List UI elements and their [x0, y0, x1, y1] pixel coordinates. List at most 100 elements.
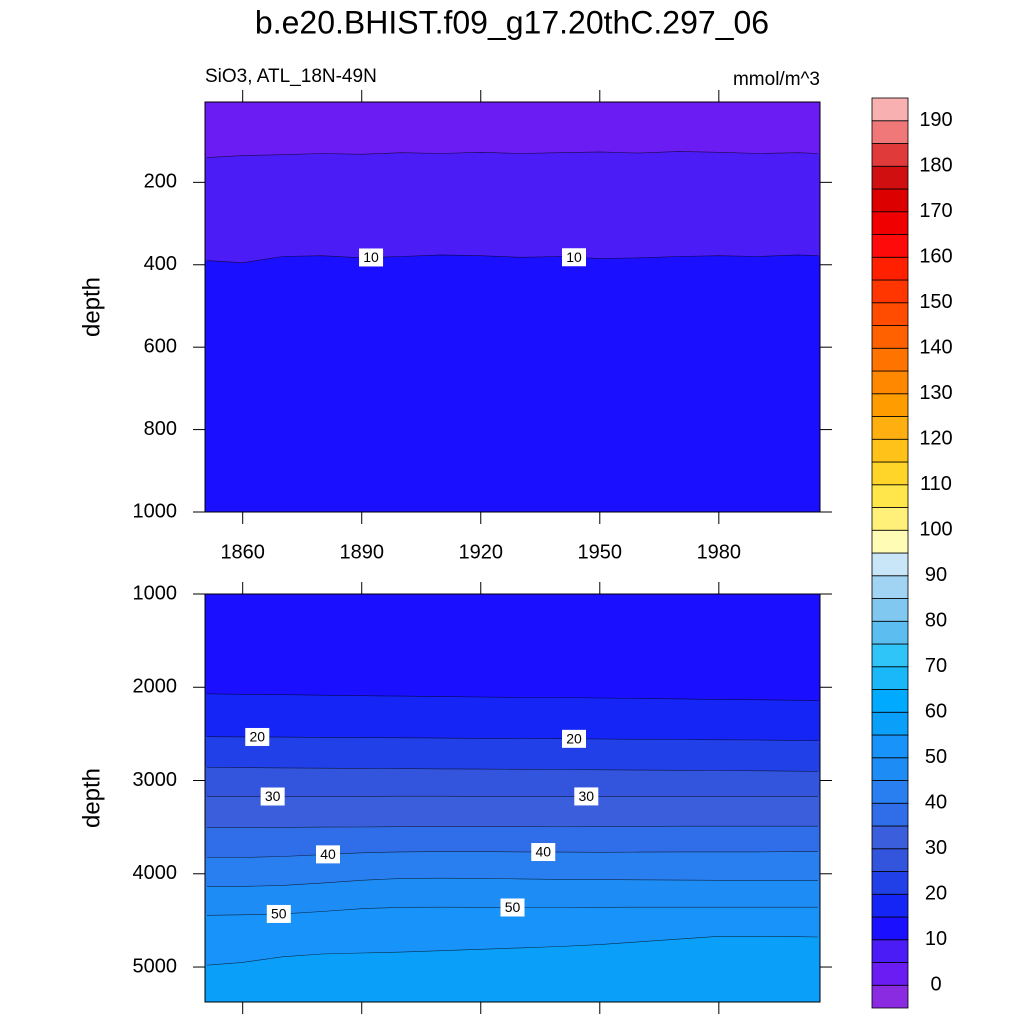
y-tick-label: 3000: [133, 769, 178, 791]
right-string: mmol/m^3: [733, 69, 820, 90]
colorbar-box: [871, 325, 909, 349]
contour-label-box: [531, 843, 556, 862]
colorbar-box: [871, 871, 909, 895]
colorbar-tick-label: 0: [930, 974, 941, 996]
contour-label-box: [266, 904, 291, 923]
y-tick-label: 200: [144, 171, 177, 193]
contour-label-box: [316, 845, 340, 864]
contour-line: [207, 851, 818, 858]
colorbar-box: [871, 893, 909, 918]
y-axis-label: depth: [78, 768, 105, 828]
contour-label: 10: [566, 249, 582, 265]
contour-label: 40: [535, 844, 551, 860]
band-fill: [205, 936, 820, 1002]
contour-label: 50: [271, 906, 287, 922]
colorbar-box: [871, 370, 909, 395]
contour-line: [206, 151, 819, 158]
colorbar-box: [871, 484, 909, 508]
x-tick-label: 1920: [459, 541, 504, 563]
left-string: SiO3, ATL_18N-49N: [205, 66, 377, 87]
colorbar-box: [871, 711, 909, 736]
colorbar-tick-label: 110: [920, 473, 952, 495]
colorbar-tick-label: 30: [925, 837, 947, 859]
contour-line: [206, 736, 819, 741]
colorbar-tick-label: 130: [919, 382, 952, 404]
colorbar-box: [871, 120, 909, 144]
y-tick-label: 1000: [133, 582, 178, 604]
colorbar-box: [871, 575, 909, 599]
contour-label: 40: [320, 846, 336, 862]
y-tick-label: 800: [144, 418, 177, 440]
colorbar-tick-label: 180: [919, 155, 952, 177]
colorbar-box: [871, 211, 909, 235]
colorbar-box: [871, 529, 909, 554]
colorbar-box: [871, 825, 909, 850]
colorbar-tick-label: 80: [925, 610, 947, 632]
contour-line: [206, 693, 819, 702]
figure-title: b.e20.BHIST.f09_g17.20thC.297_06: [255, 4, 769, 40]
y-tick-label: 400: [144, 253, 177, 275]
plot-frame: [204, 593, 821, 1003]
plot-area: [205, 594, 820, 1002]
colorbar-box: [871, 984, 909, 1009]
contour-label-box: [500, 898, 525, 917]
colorbar-box: [871, 347, 909, 372]
colorbar-box: [871, 939, 909, 963]
colorbar-box: [871, 598, 909, 622]
plot-frame: [204, 101, 821, 513]
colorbar-tick-label: 170: [919, 200, 952, 222]
colorbar-tick-label: 70: [925, 655, 947, 677]
contour-label-box: [562, 729, 586, 748]
colorbar-box: [871, 620, 909, 645]
colorbar-box: [871, 507, 909, 531]
contour-label-box: [562, 248, 586, 267]
colorbar-box: [871, 416, 909, 440]
colorbar-box: [871, 552, 909, 577]
contour-line: [206, 936, 819, 966]
y-tick-label: 1000: [133, 500, 178, 522]
x-tick-label: 1860: [220, 541, 265, 563]
y-tick-label: 600: [144, 335, 177, 357]
colorbar-box: [871, 256, 909, 281]
colorbar-box: [871, 188, 909, 213]
colorbar-box: [871, 757, 909, 781]
colorbar-box: [871, 165, 909, 190]
colorbar-box: [871, 143, 909, 167]
colorbar-box: [871, 689, 909, 713]
band-fill: [205, 254, 820, 512]
colorbar-tick-label: 50: [925, 746, 947, 768]
contour-line: [207, 825, 818, 828]
colorbar-box: [871, 780, 909, 804]
contour-line: [206, 767, 819, 772]
colorbar-tick-label: 190: [919, 109, 952, 131]
colorbar-box: [871, 962, 909, 986]
contour-label-box: [260, 787, 285, 806]
colorbar-tick-label: 20: [925, 883, 947, 905]
colorbar-box: [871, 279, 909, 304]
colorbar-box: [871, 734, 909, 759]
colorbar-tick-label: 120: [919, 428, 952, 450]
colorbar-box: [871, 97, 909, 122]
y-axis-label: depth: [78, 277, 105, 337]
colorbar-tick-label: 100: [919, 519, 952, 541]
contour-label: 20: [249, 729, 265, 745]
colorbar-tick-label: 60: [925, 701, 947, 723]
y-tick-label: 5000: [133, 955, 178, 977]
contour-label: 10: [363, 249, 379, 265]
colorbar-box: [871, 802, 909, 827]
colorbar-box: [871, 848, 909, 872]
contour-line: [207, 877, 818, 887]
contour-label: 20: [566, 731, 582, 747]
colorbar-tick-label: 10: [925, 928, 947, 950]
contour-label: 30: [579, 788, 595, 804]
colorbar-box: [871, 916, 909, 941]
x-tick-label: 1980: [697, 541, 742, 563]
colorbar-box: [871, 302, 909, 326]
contour-label-box: [574, 787, 599, 806]
colorbar-box: [871, 666, 909, 690]
x-tick-label: 1950: [578, 541, 623, 563]
colorbar-tick-label: 160: [919, 246, 952, 268]
colorbar-box: [871, 643, 909, 668]
plot-area: [205, 102, 820, 512]
